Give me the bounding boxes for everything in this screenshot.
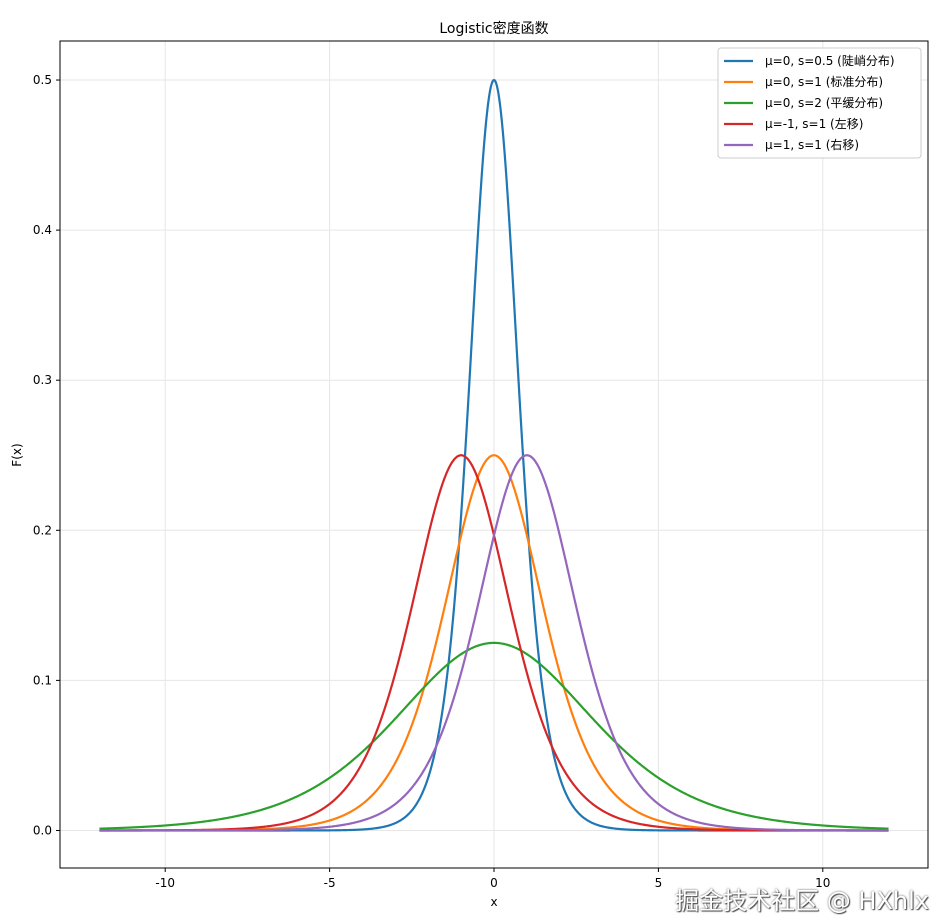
axis-ticks: -10 -5 0 5 10 0.0 0.1 0.2 0.3 0.4 0.5	[33, 73, 831, 890]
y-tick-label: 0.2	[33, 523, 52, 537]
legend-label: μ=0, s=1 (标准分布)	[765, 75, 883, 89]
y-tick-label: 0.5	[33, 73, 52, 87]
x-tick-label: 10	[815, 876, 830, 890]
watermark: 掘金技术社区 @ HXhlx	[675, 887, 929, 915]
x-tick-label: 5	[655, 876, 663, 890]
y-tick-label: 0.4	[33, 223, 52, 237]
y-tick-label: 0.1	[33, 673, 52, 687]
series-line	[99, 641, 889, 830]
x-tick-label: -10	[155, 876, 175, 890]
x-axis-label: x	[490, 895, 497, 909]
legend-label: μ=0, s=0.5 (陡峭分布)	[765, 54, 895, 68]
y-tick-label: 0.3	[33, 373, 52, 387]
x-tick-label: -5	[324, 876, 336, 890]
legend-label: μ=1, s=1 (右移)	[765, 137, 859, 152]
y-axis-label: F(x)	[10, 443, 24, 466]
legend-box	[717, 47, 922, 159]
x-tick-label: 0	[490, 876, 498, 890]
legend-label: μ=-1, s=1 (左移)	[765, 116, 863, 131]
legend-label: μ=0, s=2 (平缓分布)	[765, 96, 883, 110]
series-lines	[99, 78, 889, 832]
series-line	[99, 454, 889, 832]
y-tick-label: 0.0	[33, 823, 52, 837]
chart-title: Logistic密度函数	[439, 20, 548, 37]
legend: μ=0, s=0.5 (陡峭分布) μ=0, s=1 (标准分布) μ=0, s=2…	[717, 47, 922, 159]
